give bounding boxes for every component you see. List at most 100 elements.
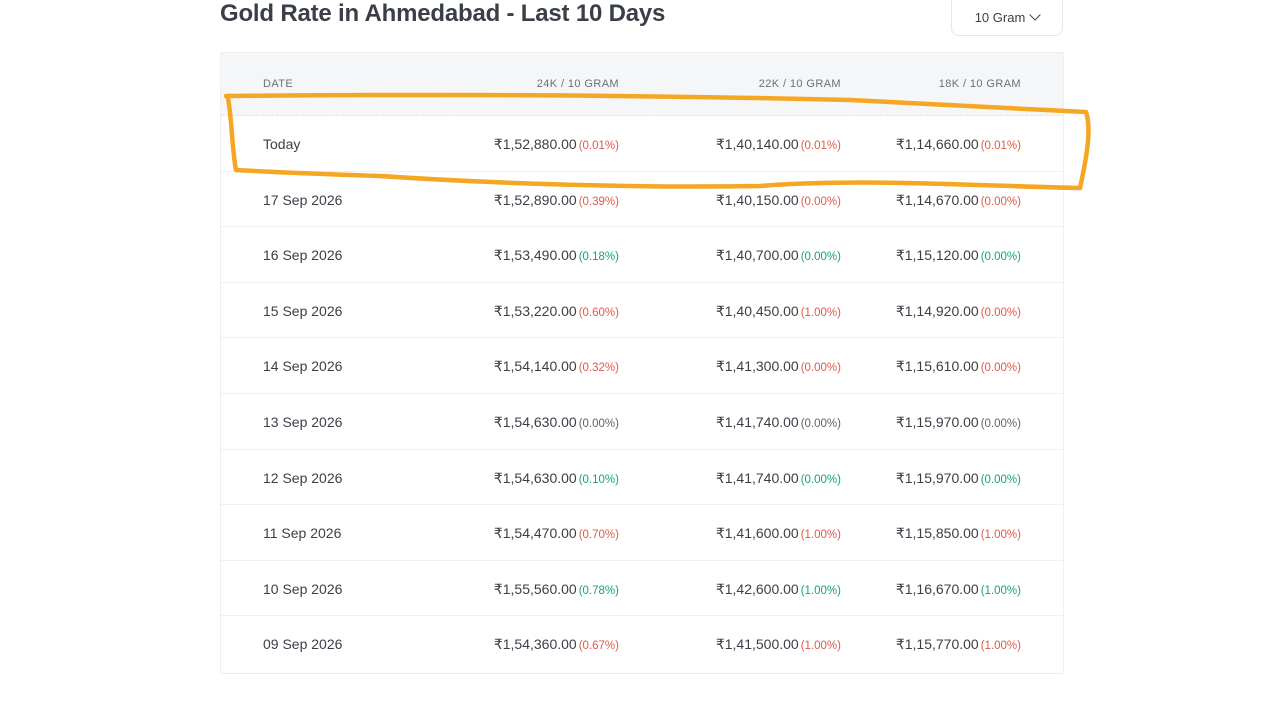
rate-change-percent: (0.00%) [800,195,841,208]
rate-cell-k22: ₹1,40,450.00 (1.00%) [716,303,841,320]
rate-change-percent: (0.70%) [578,529,619,542]
chevron-down-icon [1029,9,1041,21]
rate-price: ₹1,15,850.00 [895,525,979,542]
rate-price: ₹1,55,560.00 [493,580,577,597]
rate-change-percent: (0.00%) [578,417,619,430]
rate-cell-k18: ₹1,15,850.00 (1.00%) [896,525,1021,542]
row-date: 17 Sep 2026 [263,191,343,208]
rate-price: ₹1,14,660.00 [895,136,979,152]
rate-price: ₹1,41,740.00 [715,469,799,486]
rate-change-percent: (0.32%) [578,362,619,375]
rate-cell-k24: ₹1,53,490.00 (0.18%) [494,247,619,264]
table-row: 13 Sep 2026 ₹1,54,630.00 (0.00%) ₹1,41,740.… [221,394,1063,450]
rate-change-percent: (0.10%) [578,473,619,486]
rate-cell-k24: ₹1,52,890.00 (0.39%) [494,192,619,209]
table-row: 12 Sep 2026 ₹1,54,630.00 (0.10%) ₹1,41,740.… [221,450,1063,506]
rate-change-percent: (1.00%) [980,529,1021,542]
rate-change-percent: (0.78%) [578,584,619,597]
rate-price: ₹1,16,670.00 [895,580,979,597]
table-row: 15 Sep 2026 ₹1,53,220.00 (0.60%) ₹1,40,450.… [221,283,1063,339]
rate-price: ₹1,53,220.00 [493,302,577,319]
rate-cell-k22: ₹1,42,600.00 (1.00%) [716,581,841,598]
page-title: Gold Rate in Ahmedabad - Last 10 Days [220,0,666,27]
rate-cell-k18: ₹1,15,770.00 (1.00%) [896,636,1021,653]
rate-cell-k24: ₹1,54,140.00 (0.32%) [494,358,619,375]
rate-price: ₹1,53,490.00 [493,247,577,264]
table-row: 11 Sep 2026 ₹1,54,470.00 (0.70%) ₹1,41,600.… [221,505,1063,561]
table-row: 09 Sep 2026 ₹1,54,360.00 (0.67%) ₹1,41,500.… [221,616,1063,672]
row-date: 14 Sep 2026 [263,358,343,375]
rate-cell-k22: ₹1,41,740.00 (0.00%) [716,470,841,487]
unit-dropdown-value: 10 Gram [974,9,1026,25]
rate-price: ₹1,15,120.00 [895,247,979,264]
row-date: Today [263,136,301,152]
row-date: 15 Sep 2026 [263,302,343,319]
header-24k: 24K / 10 GRAM [536,78,619,90]
table-header: DATE 24K / 10 GRAM 22K / 10 GRAM 18K / 1… [221,53,1063,116]
rate-cell-k22: ₹1,40,150.00 (0.00%) [716,192,841,209]
rate-price: ₹1,54,630.00 [493,469,577,486]
rate-change-percent: (0.01%) [980,140,1021,152]
rate-cell-k18: ₹1,15,970.00 (0.00%) [896,470,1021,487]
row-date: 13 Sep 2026 [263,413,343,430]
row-date: 11 Sep 2026 [263,525,342,542]
rate-change-percent: (0.00%) [980,251,1021,264]
rate-change-percent: (0.00%) [800,417,841,430]
rate-price: ₹1,15,970.00 [895,469,979,486]
rate-change-percent: (0.18%) [578,251,619,264]
rate-cell-k22: ₹1,41,300.00 (0.00%) [716,358,841,375]
rate-price: ₹1,54,360.00 [493,636,577,653]
rate-cell-k24: ₹1,54,630.00 (0.10%) [494,470,619,487]
rate-price: ₹1,41,300.00 [715,358,799,375]
rate-cell-k18: ₹1,14,920.00 (0.00%) [896,303,1021,320]
rate-price: ₹1,41,740.00 [715,413,799,430]
row-date: 10 Sep 2026 [263,580,343,597]
rate-change-percent: (1.00%) [800,640,841,653]
rate-price: ₹1,40,450.00 [715,302,799,319]
rate-cell-k24: ₹1,53,220.00 (0.60%) [494,303,619,320]
rate-price: ₹1,42,600.00 [715,580,799,597]
gold-rate-table: DATE 24K / 10 GRAM 22K / 10 GRAM 18K / 1… [220,52,1064,674]
rate-cell-k22: ₹1,40,700.00 (0.00%) [716,247,841,264]
table-row: 17 Sep 2026 ₹1,52,890.00 (0.39%) ₹1,40,150.… [221,172,1063,228]
rate-cell-k18: ₹1,14,670.00 (0.00%) [896,192,1021,209]
rate-change-percent: (0.00%) [980,473,1021,486]
table-row: 14 Sep 2026 ₹1,54,140.00 (0.32%) ₹1,41,300.… [221,338,1063,394]
rate-cell-k18: ₹1,15,120.00 (0.00%) [896,247,1021,264]
rate-change-percent: (0.00%) [800,362,841,375]
rate-change-percent: (1.00%) [800,529,841,542]
rate-price: ₹1,54,140.00 [493,358,577,375]
rate-cell-k18: ₹1,15,970.00 (0.00%) [896,414,1021,431]
rate-change-percent: (0.00%) [800,251,841,264]
rate-cell-k18: ₹1,14,660.00 (0.01%) [896,136,1021,153]
rate-cell-k22: ₹1,41,500.00 (1.00%) [716,636,841,653]
rate-price: ₹1,14,920.00 [895,302,979,319]
rate-price: ₹1,15,610.00 [895,358,979,375]
rate-price: ₹1,52,880.00 [493,136,577,152]
rate-change-percent: (0.39%) [578,195,619,208]
rate-change-percent: (1.00%) [980,584,1021,597]
row-date: 09 Sep 2026 [263,636,343,653]
row-date: 16 Sep 2026 [263,247,343,264]
rate-change-percent: (1.00%) [980,640,1021,653]
rate-cell-k24: ₹1,54,470.00 (0.70%) [494,525,619,542]
rate-change-percent: (0.00%) [980,306,1021,319]
unit-dropdown[interactable]: 10 Gram [951,0,1063,36]
table-row: 16 Sep 2026 ₹1,53,490.00 (0.18%) ₹1,40,700.… [221,227,1063,283]
rate-price: ₹1,15,970.00 [895,413,979,430]
rate-change-percent: (0.67%) [578,640,619,653]
rate-cell-k22: ₹1,40,140.00 (0.01%) [716,136,841,153]
rate-cell-k24: ₹1,52,880.00 (0.01%) [494,136,619,153]
rate-price: ₹1,52,890.00 [493,191,577,208]
rate-price: ₹1,54,630.00 [493,413,577,430]
rate-price: ₹1,40,700.00 [715,247,799,264]
rate-change-percent: (0.00%) [980,362,1021,375]
rate-change-percent: (0.01%) [578,140,619,152]
table-row: Today ₹1,52,880.00 (0.01%) ₹1,40,140.00 (0.0… [221,116,1063,172]
rate-price: ₹1,41,500.00 [715,636,799,653]
row-date: 12 Sep 2026 [263,469,343,486]
rate-cell-k18: ₹1,15,610.00 (0.00%) [896,358,1021,375]
rate-price: ₹1,40,140.00 [715,136,799,152]
rate-price: ₹1,15,770.00 [895,636,979,653]
rate-cell-k18: ₹1,16,670.00 (1.00%) [896,581,1021,598]
